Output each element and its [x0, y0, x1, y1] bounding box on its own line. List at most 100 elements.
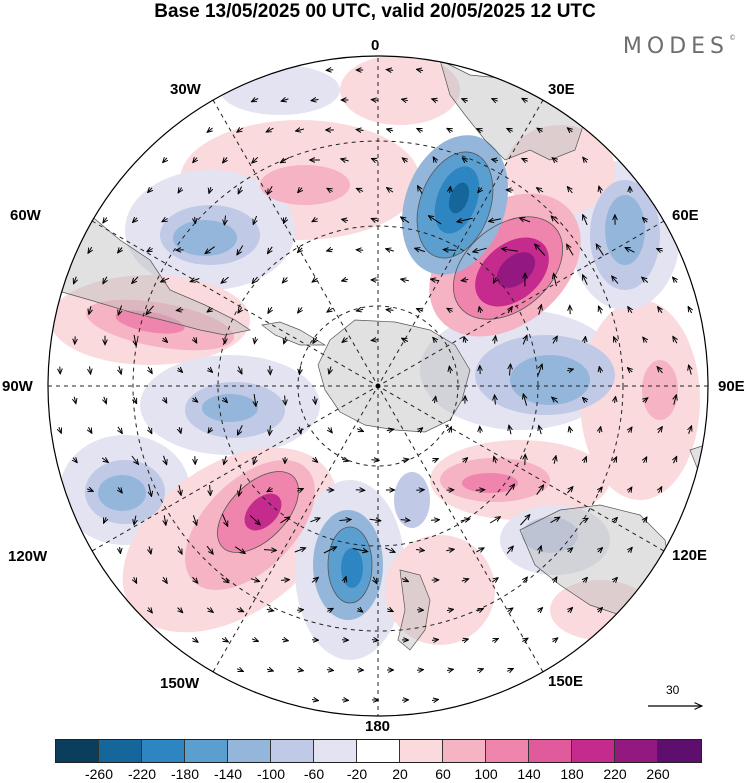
wind-vector-arrow [494, 457, 496, 464]
wind-vector-arrow [539, 305, 542, 315]
label-lon-60w: 60W [10, 207, 41, 224]
wind-vector-arrow [225, 215, 226, 225]
wind-vector-arrow [266, 609, 273, 610]
wind-vector-arrow [567, 487, 572, 494]
anomaly-light-pink-patch [505, 125, 615, 215]
wind-vector-arrow [462, 279, 469, 280]
wind-vector-arrow [134, 576, 137, 583]
wind-vector-arrow [222, 514, 228, 526]
color-bar-swatch [529, 740, 572, 762]
wind-vector-arrow [387, 310, 394, 311]
wind-vector-arrow [323, 547, 336, 554]
wind-vector-arrow [315, 396, 316, 403]
wind-vector-arrow [238, 186, 241, 194]
wind-vector-arrow [312, 100, 319, 101]
wind-vector-arrow [210, 484, 211, 495]
wind-vector-arrow [523, 336, 527, 345]
wind-vector-arrow [429, 216, 442, 225]
wind-vector-arrow [522, 159, 528, 162]
color-bar-swatch [142, 740, 185, 762]
color-bar-swatch [314, 740, 357, 762]
wind-vector-arrow [495, 395, 496, 405]
wind-vector-arrow [311, 700, 318, 701]
color-bar-swatch [486, 740, 529, 762]
wind-vector-arrow [238, 307, 242, 312]
wind-vector-arrow [148, 188, 152, 192]
wind-vector-arrow [673, 337, 677, 344]
anomaly-negative-core [448, 182, 470, 214]
wind-vector-arrow [357, 189, 364, 192]
anomaly-negative-patch [202, 394, 258, 422]
wind-vector-arrow [148, 608, 152, 613]
color-bar-tick-label: 140 [517, 766, 541, 782]
wind-vector-arrow [416, 490, 423, 491]
wind-vector-arrow [554, 274, 557, 287]
wind-vector-arrow [462, 99, 468, 101]
wind-vector-arrow [357, 130, 364, 131]
wind-vector-arrow [280, 580, 289, 581]
wind-vector-arrow [238, 425, 243, 434]
anomaly-light-pink-patch [340, 56, 460, 125]
wind-vector-arrow [628, 488, 631, 493]
map-title: Base 13/05/2025 00 UTC, valid 20/05/2025… [154, 1, 596, 22]
wind-vector-arrow [643, 398, 648, 402]
wind-vector-arrow [179, 426, 181, 433]
wind-vector-arrow [598, 548, 602, 552]
wind-vector-arrow [73, 458, 77, 463]
color-bar-tick-label: 100 [474, 766, 498, 782]
wind-vector-arrow [149, 546, 151, 554]
wind-vector-arrow [658, 427, 662, 434]
wind-vector-arrow [163, 158, 167, 162]
wind-vector-arrow [118, 248, 122, 253]
label-lon-0: 0 [371, 37, 380, 54]
wind-vector-arrow [463, 158, 468, 162]
wind-vector-arrow [208, 428, 211, 433]
color-bar-tick-label: -140 [213, 766, 243, 782]
wind-vector-arrow [298, 307, 302, 312]
wind-vector-arrow [583, 275, 588, 285]
wind-vector-arrow [297, 489, 303, 491]
wind-vector-arrow [417, 69, 424, 70]
wind-vector-arrow [119, 366, 121, 373]
wind-vector-arrow [387, 609, 392, 612]
wind-vector-arrow [298, 188, 302, 193]
wind-vector-arrow [475, 490, 484, 491]
wind-vector-arrow [311, 578, 318, 583]
wind-vector-arrow [326, 670, 333, 671]
color-bar-tick-label: 260 [646, 766, 670, 782]
wind-vector-arrow [447, 309, 453, 312]
color-bar [55, 739, 702, 763]
wind-vector-arrow [237, 128, 244, 132]
wind-vector-arrow [688, 307, 691, 314]
wind-vector-arrow [164, 515, 166, 524]
wind-vector-arrow [553, 638, 558, 642]
wind-vector-arrow [569, 427, 570, 434]
wind-vector-arrow [418, 428, 423, 432]
wind-vector-arrow [236, 609, 243, 612]
wind-vector-arrow [536, 485, 544, 495]
wind-vector-arrow [387, 129, 394, 131]
wind-vector-arrow [476, 669, 483, 671]
wind-vector-arrow [88, 426, 91, 433]
wind-vector-arrow [178, 608, 183, 613]
wind-vector-arrow [510, 365, 511, 376]
wind-vector-arrow [371, 640, 378, 641]
wind-vector-arrow [372, 340, 379, 341]
vector-scale-arrow [648, 698, 706, 714]
color-bar-tick-label: -260 [84, 766, 114, 782]
contour-line [452, 216, 564, 320]
color-bar-swatch [572, 740, 615, 762]
wind-vector-arrow [339, 520, 350, 521]
wind-vector-arrow [131, 455, 138, 464]
anomaly-shading [50, 56, 700, 660]
wind-vector-arrow [299, 426, 301, 434]
wind-vector-arrow [355, 490, 364, 491]
wind-vector-arrow [253, 276, 258, 283]
wind-vector-arrow [90, 366, 91, 373]
wind-vector-arrow [446, 669, 453, 670]
wind-vector-arrow [134, 334, 136, 345]
wind-vector-arrow [191, 279, 200, 282]
wind-vector-arrow [613, 578, 617, 582]
wind-vector-arrow [402, 339, 409, 342]
